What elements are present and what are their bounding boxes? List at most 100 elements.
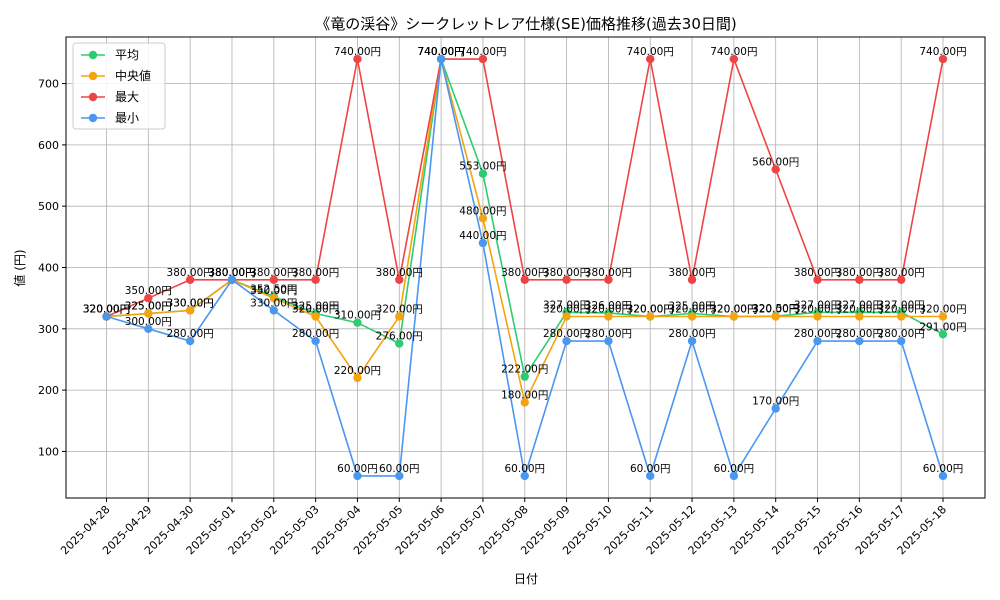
y-tick-label: 700: [38, 78, 59, 91]
data-point: [646, 312, 655, 321]
legend-item: 平均: [81, 48, 139, 62]
data-point: [604, 336, 613, 346]
data-label: 320.00円: [83, 304, 130, 316]
data-label: 380.00円: [208, 267, 255, 279]
data-point: [729, 54, 739, 64]
data-point: [478, 169, 488, 178]
y-tick-label: 600: [38, 139, 59, 152]
data-label: 280.00円: [292, 328, 339, 340]
data-label: 320.00円: [836, 304, 883, 316]
data-label: 740.00円: [710, 46, 757, 58]
data-label: 60.00円: [714, 463, 755, 475]
data-point: [896, 312, 906, 321]
data-point: [813, 336, 822, 346]
data-point: [646, 54, 655, 64]
data-label: 327.00円: [543, 299, 590, 311]
data-label: 380.00円: [794, 267, 841, 279]
data-point: [855, 275, 864, 284]
data-label: 553.00円: [459, 161, 506, 173]
data-point: [269, 275, 278, 284]
legend-label: 中央値: [115, 68, 151, 83]
data-point: [478, 54, 488, 64]
data-label: 740.00円: [417, 46, 464, 58]
data-label: 222.00円: [501, 364, 548, 376]
data-point: [562, 275, 571, 284]
data-label: 350.00円: [125, 285, 172, 297]
data-point: [395, 339, 404, 348]
data-label: 320.00円: [627, 304, 674, 316]
data-point: [520, 398, 529, 407]
chart-title: 《竜の渓谷》シークレットレア仕様(SE)価格推移(過去30日間): [315, 15, 737, 33]
y-tick-label: 100: [38, 445, 59, 458]
data-point: [311, 336, 320, 346]
data-label: 740.00円: [417, 46, 464, 58]
data-label: 300.00円: [125, 316, 172, 328]
legend-marker: [88, 113, 98, 123]
data-label: 740.00円: [627, 46, 674, 58]
legend-label: 平均: [115, 48, 139, 62]
data-point: [771, 312, 780, 321]
data-label: 740.00円: [919, 46, 966, 58]
data-label: 380.00円: [250, 267, 297, 279]
data-label: 320.00円: [83, 304, 130, 316]
y-tick-label: 300: [38, 323, 59, 336]
data-label: 280.00円: [543, 328, 590, 340]
data-point: [353, 471, 362, 481]
data-label: 60.00円: [337, 463, 378, 475]
data-point: [687, 336, 697, 346]
data-point: [311, 312, 320, 321]
data-label: 320.00円: [919, 304, 966, 316]
x-tick-layer: 2025-04-282025-04-292025-04-302025-05-01…: [58, 498, 949, 557]
data-label: 320.00円: [710, 304, 757, 316]
data-label: 310.00円: [334, 310, 381, 322]
data-label: 320.50円: [752, 303, 799, 315]
data-point: [144, 293, 153, 303]
data-label: 320.00円: [752, 304, 799, 316]
data-label: 320.00円: [83, 304, 130, 316]
data-point: [227, 275, 237, 284]
data-label: 280.00円: [836, 328, 883, 340]
data-point: [938, 471, 948, 481]
data-label: 330.00円: [167, 297, 214, 309]
data-label: 320.00円: [627, 304, 674, 316]
data-label: 740.00円: [459, 46, 506, 58]
data-label: 440.00円: [459, 230, 506, 242]
legend-item: 最大: [81, 90, 139, 104]
data-label: 325.00円: [125, 300, 172, 312]
data-point: [604, 275, 613, 284]
data-point: [311, 275, 320, 284]
data-label: 60.00円: [379, 463, 420, 475]
series-layer: [102, 54, 948, 481]
data-label: 327.00円: [878, 299, 925, 311]
data-point: [771, 165, 780, 174]
data-label: 380.00円: [208, 267, 255, 279]
data-label: 740.00円: [417, 46, 464, 58]
legend-item: 最小: [81, 111, 139, 125]
data-label: 320.00円: [543, 304, 590, 316]
data-point: [562, 312, 571, 321]
data-label: 380.00円: [543, 267, 590, 279]
data-label: 220.00円: [334, 365, 381, 377]
data-point: [478, 214, 488, 223]
data-point: [813, 275, 822, 284]
data-point: [729, 312, 739, 321]
data-label: 480.00円: [459, 205, 506, 217]
data-point: [687, 312, 697, 321]
legend-label: 最小: [115, 111, 139, 125]
data-point: [102, 312, 111, 321]
data-point: [938, 330, 948, 339]
data-label: 325.00円: [668, 300, 715, 312]
data-label: 170.00円: [752, 395, 799, 407]
data-label: 380.00円: [208, 267, 255, 279]
data-point: [353, 54, 362, 64]
data-label: 320.00円: [83, 304, 130, 316]
data-label: 180.00円: [501, 389, 548, 401]
data-label: 320.00円: [376, 304, 423, 316]
data-label: 320.00円: [710, 304, 757, 316]
data-label: 276.00円: [376, 331, 423, 343]
data-label: 380.00円: [836, 267, 883, 279]
data-point: [144, 309, 153, 318]
data-label: 320.00円: [585, 304, 632, 316]
data-label: 380.00円: [585, 267, 632, 279]
